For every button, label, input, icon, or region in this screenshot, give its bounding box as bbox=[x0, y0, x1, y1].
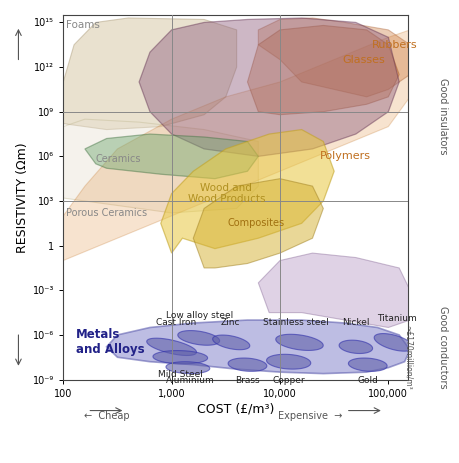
Text: Zinc: Zinc bbox=[221, 319, 241, 327]
Text: Stainless steel: Stainless steel bbox=[263, 319, 329, 327]
Text: Ceramics: Ceramics bbox=[96, 154, 141, 164]
Text: Gold: Gold bbox=[358, 376, 379, 385]
Text: Nickel: Nickel bbox=[342, 319, 369, 327]
X-axis label: COST (£/m³): COST (£/m³) bbox=[197, 403, 274, 416]
Text: ~£170million/m³: ~£170million/m³ bbox=[403, 325, 413, 390]
Text: Expensive  →: Expensive → bbox=[278, 411, 342, 421]
Text: Copper: Copper bbox=[272, 376, 305, 385]
Text: Rubbers: Rubbers bbox=[372, 40, 417, 50]
Polygon shape bbox=[178, 331, 219, 345]
Text: Brass: Brass bbox=[235, 376, 260, 385]
Polygon shape bbox=[63, 18, 237, 130]
Polygon shape bbox=[267, 354, 311, 369]
Polygon shape bbox=[193, 179, 323, 268]
Polygon shape bbox=[147, 338, 196, 356]
Polygon shape bbox=[258, 253, 410, 327]
Y-axis label: RESISTIVITY (Ωm): RESISTIVITY (Ωm) bbox=[16, 142, 28, 253]
Polygon shape bbox=[161, 130, 334, 253]
Text: Foams: Foams bbox=[66, 20, 100, 31]
Text: Glasses: Glasses bbox=[343, 55, 386, 65]
Polygon shape bbox=[374, 333, 414, 351]
Text: ←  Cheap: ← Cheap bbox=[84, 411, 129, 421]
Polygon shape bbox=[348, 358, 387, 371]
Text: Cast Iron: Cast Iron bbox=[156, 319, 196, 327]
Polygon shape bbox=[63, 30, 410, 261]
Polygon shape bbox=[247, 25, 399, 115]
Text: Low alloy steel: Low alloy steel bbox=[166, 311, 233, 320]
Text: Metals
and Alloys: Metals and Alloys bbox=[76, 328, 144, 357]
Text: Good conductors: Good conductors bbox=[438, 306, 448, 388]
Polygon shape bbox=[166, 362, 210, 374]
Text: Porous Ceramics: Porous Ceramics bbox=[66, 208, 147, 218]
Text: Aluminium: Aluminium bbox=[166, 376, 215, 385]
Text: Polymers: Polymers bbox=[320, 151, 371, 162]
Polygon shape bbox=[139, 18, 399, 156]
Text: Mild Steel: Mild Steel bbox=[158, 370, 202, 379]
Polygon shape bbox=[106, 320, 410, 374]
Text: Titanium: Titanium bbox=[377, 314, 417, 323]
Polygon shape bbox=[153, 350, 207, 364]
Polygon shape bbox=[339, 340, 373, 354]
Polygon shape bbox=[63, 119, 258, 213]
Text: Good insulators: Good insulators bbox=[438, 77, 448, 154]
Text: Wood and
Wood Products: Wood and Wood Products bbox=[188, 183, 265, 204]
Text: Composites: Composites bbox=[227, 219, 285, 228]
Polygon shape bbox=[276, 334, 323, 350]
Polygon shape bbox=[258, 18, 410, 97]
Polygon shape bbox=[228, 358, 267, 371]
Polygon shape bbox=[85, 134, 258, 179]
Polygon shape bbox=[213, 335, 250, 350]
